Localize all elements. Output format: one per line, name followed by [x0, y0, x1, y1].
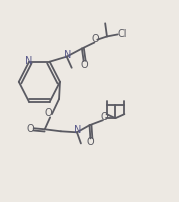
- Text: N: N: [64, 50, 71, 60]
- Text: O: O: [91, 34, 99, 44]
- Text: O: O: [87, 137, 95, 147]
- Text: O: O: [80, 60, 88, 70]
- Text: N: N: [74, 125, 82, 135]
- Text: N: N: [25, 56, 32, 66]
- Text: Cl: Cl: [118, 29, 127, 39]
- Text: O: O: [100, 112, 108, 122]
- Text: O: O: [27, 124, 34, 134]
- Text: O: O: [45, 108, 52, 118]
